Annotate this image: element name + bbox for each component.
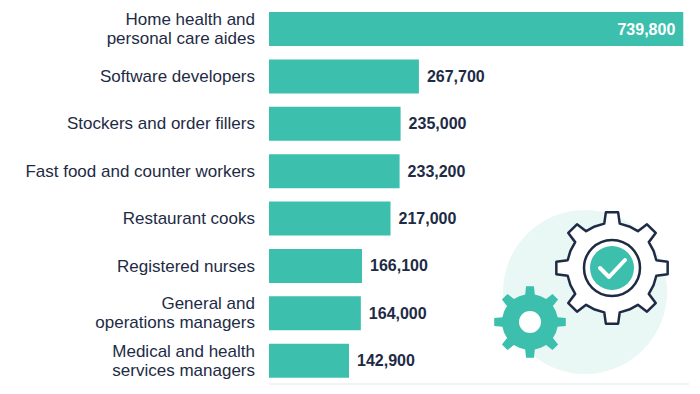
svg-text:233,200: 233,200: [408, 163, 466, 180]
svg-text:General andoperations managers: General andoperations managers: [95, 294, 255, 332]
svg-text:Medical and healthservices man: Medical and healthservices managers: [112, 341, 255, 379]
svg-text:Restaurant cooks: Restaurant cooks: [123, 209, 255, 228]
svg-text:267,700: 267,700: [427, 68, 485, 85]
svg-text:166,100: 166,100: [370, 257, 428, 274]
svg-text:235,000: 235,000: [409, 115, 467, 132]
svg-text:Home health andpersonal care a: Home health andpersonal care aides: [107, 10, 255, 48]
svg-text:Software developers: Software developers: [100, 67, 255, 86]
svg-text:Stockers and order fillers: Stockers and order fillers: [67, 114, 255, 133]
svg-text:Fast food and counter workers: Fast food and counter workers: [25, 161, 255, 180]
svg-text:142,900: 142,900: [357, 352, 415, 369]
svg-text:739,800: 739,800: [617, 21, 675, 38]
svg-text:164,000: 164,000: [369, 305, 427, 322]
svg-text:Registered nurses: Registered nurses: [117, 256, 255, 275]
svg-text:217,000: 217,000: [399, 210, 457, 227]
